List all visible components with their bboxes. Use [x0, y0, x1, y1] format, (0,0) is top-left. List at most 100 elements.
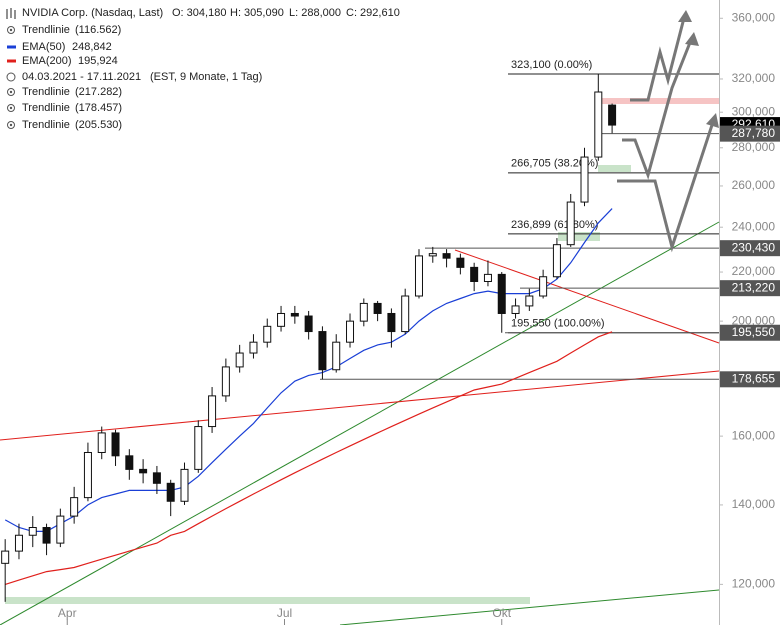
legend-background — [0, 0, 420, 136]
candle-body — [387, 312, 396, 333]
scenario-arrows — [617, 10, 719, 253]
price-axis: 120,000 140,000 160,000 200,000 220,000 240,0… — [719, 10, 780, 591]
candle-body — [194, 426, 203, 470]
level-box-label: 230,430 — [732, 240, 776, 254]
candle-body — [56, 515, 65, 544]
arrow — [617, 121, 715, 253]
x-tick-label: Okt — [492, 606, 511, 620]
level-box-label: 213,220 — [732, 280, 776, 294]
y-tick-label: 160,000 — [732, 428, 776, 442]
fib-label: 236,899 (61.80%) — [511, 219, 598, 231]
legend-icon — [7, 121, 15, 129]
level-box-label: 195,550 — [732, 325, 776, 339]
legend-icon — [9, 28, 13, 32]
candle-body — [166, 482, 175, 502]
trendline — [0, 370, 720, 441]
legend-item: Trendlinie — [22, 102, 70, 114]
ema-line — [4, 208, 613, 532]
y-tick-label: 280,000 — [732, 140, 776, 154]
candle-body — [608, 104, 617, 126]
legend-icon — [9, 123, 13, 127]
legend: NVIDIA Corp. (Nasdaq, Last) O: 304,180 H… — [0, 0, 420, 136]
candle-body — [594, 91, 603, 158]
candle-body — [221, 366, 230, 397]
fib-label: 195,550 (100.00%) — [511, 318, 605, 330]
x-tick-label: Apr — [58, 606, 77, 620]
trendline — [0, 221, 720, 625]
candle-body — [139, 468, 148, 474]
legend-note: (116.562) — [75, 24, 121, 36]
legend-note: (178.457) — [75, 102, 122, 114]
level-box-label: 287,780 — [732, 126, 776, 140]
candle-body — [442, 253, 451, 259]
plot-area: Apr Jul Okt 323,100 (0.00%) 266,705 (38.20%)… — [1, 59, 719, 625]
candle-body — [208, 395, 217, 428]
level-box — [720, 371, 780, 388]
y-tick-label: 320,000 — [732, 71, 776, 85]
arrow — [622, 39, 693, 180]
candle-icon — [6, 8, 16, 19]
candle-body — [525, 295, 534, 307]
candle-body — [346, 320, 355, 343]
candle-body — [97, 432, 106, 453]
legend-value: 248,842 — [72, 41, 112, 53]
candle-body — [125, 455, 134, 470]
level-box-label: 178,655 — [732, 371, 776, 385]
candle-body — [552, 244, 561, 278]
support-zone — [5, 597, 530, 604]
y-tick-label: 200,000 — [732, 313, 776, 327]
candle-body — [456, 257, 465, 268]
y-tick-label: 260,000 — [732, 178, 776, 192]
legend-title: NVIDIA Corp. (Nasdaq, Last) — [22, 7, 163, 19]
candle-body — [497, 273, 506, 314]
y-tick-label: 300,000 — [732, 104, 776, 118]
arrowhead — [685, 32, 699, 46]
candle-body — [42, 527, 51, 544]
legend-value: 195,924 — [78, 55, 118, 67]
arrow — [630, 17, 686, 102]
y-tick-label: 360,000 — [732, 10, 776, 24]
candle-body — [428, 253, 437, 257]
candle-body — [249, 341, 258, 354]
legend-item: Trendlinie — [22, 86, 70, 98]
ohlc-open: O: 304,180 — [172, 7, 226, 19]
candle-body — [332, 341, 341, 371]
legend-icon — [7, 88, 15, 96]
candle-body — [235, 352, 244, 368]
candle-body — [483, 273, 492, 282]
level-box — [720, 324, 780, 341]
y-tick-label: 220,000 — [732, 264, 776, 278]
candle-body — [14, 534, 23, 552]
x-tick-label: Jul — [277, 606, 292, 620]
candle-body — [318, 331, 327, 371]
legend-note: (217.282) — [75, 86, 122, 98]
level-box — [720, 125, 780, 142]
legend-icon — [9, 90, 13, 94]
legend-icon — [7, 104, 15, 112]
candle-body — [511, 305, 520, 314]
candle-body — [277, 312, 286, 327]
resistance-zone — [595, 98, 719, 104]
arrowhead — [678, 10, 692, 22]
date-note: (EST, 9 Monate, 1 Tag) — [150, 71, 262, 83]
trendline — [454, 249, 720, 344]
support-zone — [598, 165, 631, 172]
candle-body — [111, 432, 120, 457]
candle-body — [28, 527, 37, 536]
candle-body — [470, 266, 479, 282]
support-zone — [558, 232, 600, 241]
fib-label: 323,100 (0.00%) — [511, 59, 592, 71]
candle-body — [304, 315, 313, 333]
level-box — [720, 280, 780, 297]
legend-note: (205.530) — [75, 119, 122, 131]
candle-body — [70, 497, 79, 517]
candle-body — [373, 302, 382, 314]
date-range: 04.03.2021 - 17.11.2021 — [22, 71, 141, 83]
candle-body — [83, 451, 92, 499]
trendline — [339, 589, 720, 625]
candle-body — [580, 156, 589, 203]
ohlc-high: H: 305,090 — [230, 7, 284, 19]
candle-body — [290, 312, 299, 317]
level-box — [720, 240, 780, 257]
